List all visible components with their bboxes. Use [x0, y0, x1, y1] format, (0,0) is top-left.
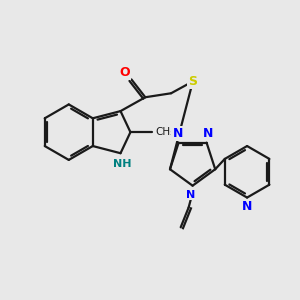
Text: CH₃: CH₃ [155, 127, 175, 137]
Text: N: N [172, 127, 183, 140]
Text: NH: NH [113, 159, 132, 169]
Text: N: N [202, 127, 213, 140]
Text: N: N [186, 190, 195, 200]
Text: N: N [242, 200, 252, 213]
Text: O: O [119, 66, 130, 79]
Text: S: S [188, 75, 197, 88]
